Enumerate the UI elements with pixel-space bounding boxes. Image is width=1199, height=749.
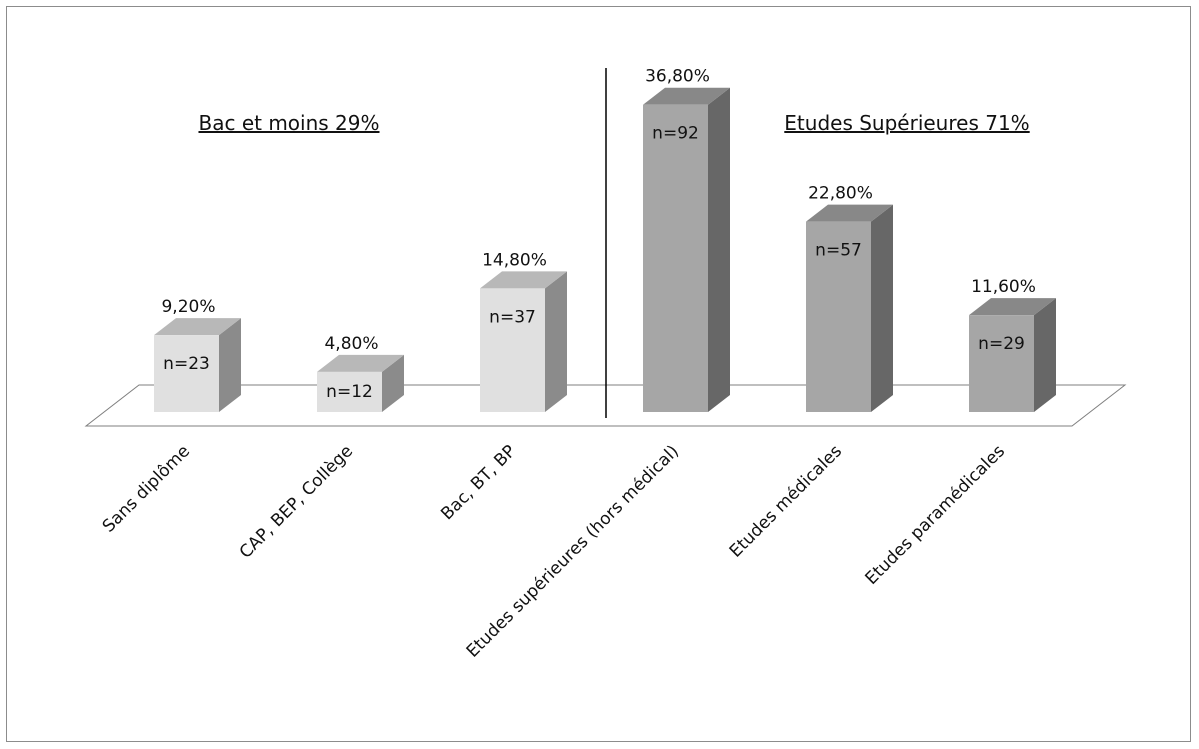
bar (969, 298, 1056, 412)
bar-top (480, 271, 567, 289)
bar-top (969, 298, 1056, 316)
bar-top (154, 318, 241, 336)
value-label: 14,80% (482, 250, 547, 270)
count-label: n=12 (326, 382, 373, 402)
bar-top (317, 354, 404, 372)
category-label: CAP, BEP, Collège (236, 441, 357, 562)
bar-side (708, 87, 730, 412)
category-label: Etudes paramédicales (861, 441, 1009, 589)
value-label: 36,80% (645, 67, 710, 87)
bars-group (154, 87, 1056, 412)
count-label: n=29 (978, 334, 1025, 354)
bar-side (219, 318, 241, 412)
bar-side (1034, 298, 1056, 412)
bar (643, 87, 730, 412)
bar-front (806, 221, 871, 412)
bar-top (643, 87, 730, 105)
bar-side (545, 271, 567, 412)
bar (154, 318, 241, 412)
bar-front (317, 371, 382, 412)
bar-front (643, 104, 708, 412)
value-label: 22,80% (808, 184, 873, 204)
bar-side (382, 354, 404, 412)
bar (806, 204, 893, 412)
bar (317, 354, 404, 412)
bar-side (871, 204, 893, 412)
category-label: Etudes médicales (726, 441, 846, 561)
group-label-right: Etudes Supérieures 71% (784, 111, 1029, 135)
bar (480, 271, 567, 412)
category-label: Bac, BT, BP (437, 441, 520, 524)
category-label: Sans diplôme (99, 441, 194, 536)
bar-front (969, 315, 1034, 412)
count-label: n=37 (489, 307, 536, 327)
value-label: 11,60% (971, 277, 1036, 297)
group-label-left: Bac et moins 29% (198, 111, 379, 135)
value-label: 9,20% (161, 297, 215, 317)
bar-top (806, 204, 893, 222)
count-label: n=92 (652, 124, 699, 144)
bar-front (480, 288, 545, 412)
value-label: 4,80% (324, 334, 378, 354)
count-label: n=23 (163, 354, 210, 374)
count-label: n=57 (815, 241, 862, 261)
bar-front (154, 335, 219, 412)
